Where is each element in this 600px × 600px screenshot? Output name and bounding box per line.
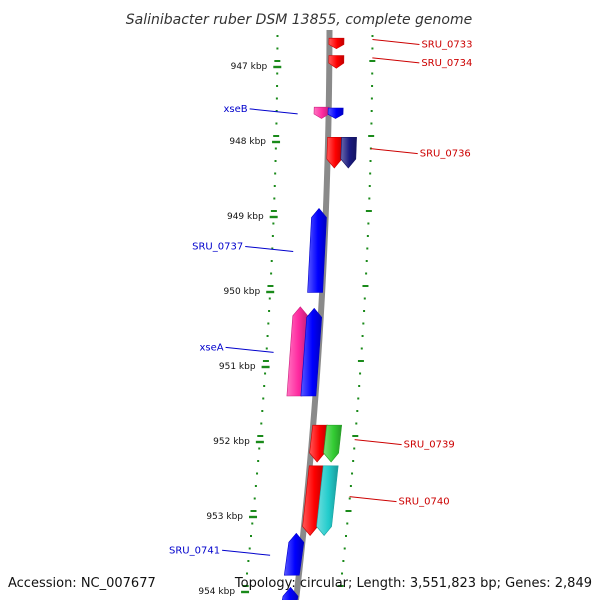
label-leader-line [249,108,298,115]
gene-arrow-g0736b[interactable] [340,137,357,169]
kbp-label: 952 kbp [213,437,250,447]
gene-label-gxseB[interactable]: xseB [224,104,248,115]
kbp-label: 947 kbp [231,62,268,72]
label-leader-line [354,439,402,446]
kbp-label: 950 kbp [224,287,261,297]
gene-arrow-g0740[interactable] [302,465,325,536]
gene-label-g0734[interactable]: SRU_0734 [421,58,472,69]
gene-arrow-gxseB2[interactable] [327,107,344,119]
tick-marks-left [242,35,281,587]
kbp-scale: 947 kbp 948 kbp 949 kbp 950 kbp 951 kbp 952 k… [198,62,282,597]
gene-label-g0739[interactable]: SRU_0739 [404,440,455,451]
kbp-label: 949 kbp [227,212,264,222]
gene-arrow-g0739[interactable] [309,424,329,463]
gene-label-g0736[interactable]: SRU_0736 [420,149,471,160]
gene-labels: SRU_0733 SRU_0734 xseB SRU_0736 SRU_0737 xseA… [169,39,473,556]
label-leader-line [372,57,420,64]
gene-label-g0733[interactable]: SRU_0733 [421,40,472,51]
gene-label-g0741[interactable]: SRU_0741 [169,545,220,556]
kbp-label: 953 kbp [206,512,243,522]
gene-arrow-gxseB[interactable] [313,106,330,119]
label-leader-line [225,346,274,353]
label-leader-line [245,246,294,252]
gene-arrow-g0740b[interactable] [316,465,339,536]
topology-summary: Topology: circular; Length: 3,551,823 bp… [234,576,592,591]
gene-arrow-g0742[interactable] [280,586,299,600]
gene-label-g0737[interactable]: SRU_0737 [192,242,243,253]
gene-arrow-g0736[interactable] [326,137,343,169]
gene-arrow-g0734[interactable] [328,55,345,69]
label-leader-line [222,549,271,556]
kbp-label: 948 kbp [229,137,266,147]
gene-arrow-g0733[interactable] [328,37,345,50]
gene-label-gxseA[interactable]: xseA [199,342,223,353]
kbp-label: 954 kbp [198,587,235,597]
gene-arrow-g0737[interactable] [307,208,327,293]
label-leader-line [370,148,418,155]
kbp-label: 951 kbp [219,362,256,372]
gene-label-g0740[interactable]: SRU_0740 [399,497,450,508]
map-title: Salinibacter ruber DSM 13855, complete g… [126,12,472,28]
gene-arrow-gxseA2[interactable] [300,307,323,397]
gene-track [280,37,357,600]
gene-arrow-g0741[interactable] [283,532,305,576]
label-leader-line [372,39,420,45]
label-leader-line [349,496,397,503]
gene-arrow-g0739b[interactable] [323,424,343,463]
accession-text: Accession: NC_007677 [8,576,156,591]
tick-marks-right [337,35,376,587]
